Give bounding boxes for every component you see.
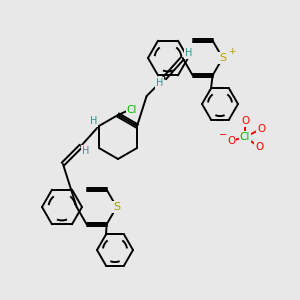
Text: +: + (228, 46, 236, 56)
Text: O: O (241, 116, 249, 126)
Text: O: O (257, 124, 265, 134)
Text: −: − (219, 130, 227, 140)
Text: Cl: Cl (240, 132, 250, 142)
Text: H: H (185, 48, 192, 58)
Text: S: S (219, 53, 226, 63)
Text: H: H (82, 146, 90, 156)
Text: S: S (113, 202, 120, 212)
Text: O: O (227, 136, 235, 146)
Text: H: H (156, 78, 163, 88)
Text: Cl: Cl (127, 105, 137, 115)
Text: H: H (90, 116, 98, 126)
Text: O: O (255, 142, 263, 152)
